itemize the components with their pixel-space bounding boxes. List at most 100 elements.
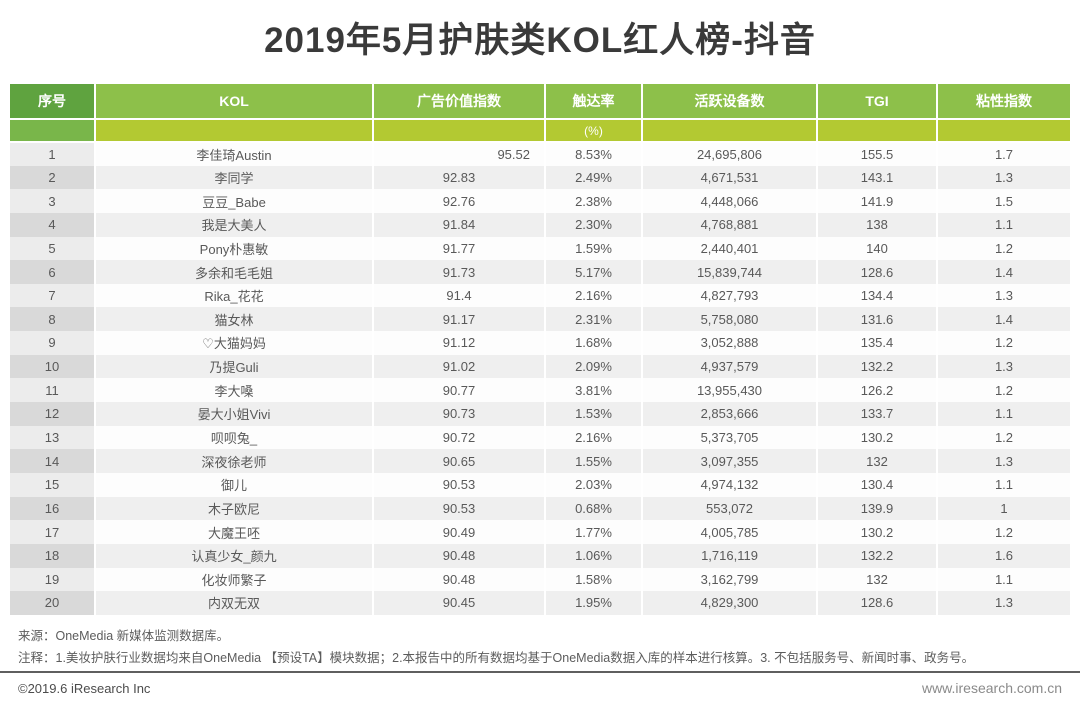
rank-cell: 9 <box>10 331 96 355</box>
table-row: 17 大魔王呸 90.49 1.77% 4,005,785 130.2 1.2 <box>10 520 1070 544</box>
stickiness-cell: 1.4 <box>937 260 1070 284</box>
table-row: 7 Rika_花花 91.4 2.16% 4,827,793 134.4 1.3 <box>10 283 1070 308</box>
ad-value-cell: 90.72 <box>373 425 546 450</box>
rank-cell: 13 <box>10 425 96 450</box>
kol-name-cell: 豆豆_Babe <box>95 189 374 213</box>
stickiness-cell: 1.2 <box>937 520 1070 544</box>
footer-bar: ©2019.6 iResearch Inc www.iresearch.com.… <box>18 680 1062 696</box>
ad-value-cell: 95.52 <box>373 142 546 166</box>
tgi-cell: 139.9 <box>817 496 938 521</box>
kol-name-cell: 呗呗兔_ <box>95 425 374 450</box>
tgi-cell: 128.6 <box>817 260 938 284</box>
tgi-cell: 128.6 <box>817 591 938 615</box>
stickiness-cell: 1.3 <box>937 165 1070 190</box>
tgi-cell: 130.2 <box>817 520 938 544</box>
tgi-cell: 134.4 <box>817 283 938 308</box>
rank-cell: 7 <box>10 283 96 308</box>
kol-name-cell: 木子欧尼 <box>95 496 374 521</box>
rank-cell: 5 <box>10 236 96 261</box>
reach-rate-cell: 2.16% <box>545 425 643 450</box>
active-devices-cell: 5,758,080 <box>642 307 818 332</box>
rank-cell: 8 <box>10 307 96 332</box>
active-devices-cell: 3,162,799 <box>642 567 818 592</box>
table-row: 13 呗呗兔_ 90.72 2.16% 5,373,705 130.2 1.2 <box>10 425 1070 450</box>
column-header-reach: 触达率 <box>545 84 643 120</box>
ad-value-cell: 90.77 <box>373 378 546 403</box>
kol-name-cell: Rika_花花 <box>95 283 374 308</box>
stickiness-cell: 1.5 <box>937 189 1070 213</box>
subheader-kol <box>95 119 374 143</box>
table-row: 2 李同学 92.83 2.49% 4,671,531 143.1 1.3 <box>10 165 1070 190</box>
table-row: 12 晏大小姐Vivi 90.73 1.53% 2,853,666 133.7 … <box>10 402 1070 426</box>
tgi-cell: 135.4 <box>817 331 938 355</box>
table-row: 9 ♡大猫妈妈 91.12 1.68% 3,052,888 135.4 1.2 <box>10 331 1070 355</box>
page-title: 2019年5月护肤类KOL红人榜-抖音 <box>264 21 816 60</box>
kol-name-cell: 李同学 <box>95 165 374 190</box>
tgi-cell: 132.2 <box>817 354 938 379</box>
ad-value-cell: 90.49 <box>373 520 546 544</box>
column-header-devices: 活跃设备数 <box>642 84 818 120</box>
kol-name-cell: 晏大小姐Vivi <box>95 402 374 426</box>
active-devices-cell: 24,695,806 <box>642 142 818 166</box>
rank-cell: 1 <box>10 142 96 166</box>
website-text: www.iresearch.com.cn <box>921 680 1062 696</box>
subheader-tgi <box>817 119 938 143</box>
header-row: 序号 KOL 广告价值指数 触达率 活跃设备数 TGI 粘性指数 <box>10 84 1070 120</box>
kol-name-cell: Pony朴惠敏 <box>95 236 374 261</box>
tgi-cell: 141.9 <box>817 189 938 213</box>
tgi-cell: 133.7 <box>817 402 938 426</box>
subheader-row: (%) <box>10 119 1070 143</box>
active-devices-cell: 553,072 <box>642 496 818 521</box>
stickiness-cell: 1.7 <box>937 142 1070 166</box>
table-row: 18 认真少女_颜九 90.48 1.06% 1,716,119 132.2 1… <box>10 543 1070 568</box>
stickiness-cell: 1.2 <box>937 331 1070 355</box>
stickiness-cell: 1.3 <box>937 354 1070 379</box>
kol-name-cell: 乃提Guli <box>95 354 374 379</box>
tgi-cell: 130.4 <box>817 472 938 497</box>
tgi-cell: 132 <box>817 567 938 592</box>
ad-value-cell: 91.17 <box>373 307 546 332</box>
kol-name-cell: 大魔王呸 <box>95 520 374 544</box>
table-row: 8 猫女林 91.17 2.31% 5,758,080 131.6 1.4 <box>10 307 1070 332</box>
tgi-cell: 143.1 <box>817 165 938 190</box>
rank-cell: 16 <box>10 496 96 521</box>
stickiness-cell: 1.1 <box>937 567 1070 592</box>
table-header: 序号 KOL 广告价值指数 触达率 活跃设备数 TGI 粘性指数 (%) <box>10 84 1070 143</box>
subheader-reach-unit: (%) <box>545 119 643 143</box>
active-devices-cell: 1,716,119 <box>642 543 818 568</box>
table-row: 4 我是大美人 91.84 2.30% 4,768,881 138 1.1 <box>10 212 1070 237</box>
rank-cell: 17 <box>10 520 96 544</box>
stickiness-cell: 1 <box>937 496 1070 521</box>
column-header-ad-value: 广告价值指数 <box>373 84 546 120</box>
tgi-cell: 132.2 <box>817 543 938 568</box>
reach-rate-cell: 2.30% <box>545 212 643 237</box>
reach-rate-cell: 1.53% <box>545 402 643 426</box>
kol-name-cell: 内双无双 <box>95 591 374 615</box>
stickiness-cell: 1.4 <box>937 307 1070 332</box>
active-devices-cell: 13,955,430 <box>642 378 818 403</box>
reach-rate-cell: 1.77% <box>545 520 643 544</box>
table-row: 1 李佳琦Austin 95.52 8.53% 24,695,806 155.5… <box>10 142 1070 166</box>
active-devices-cell: 3,052,888 <box>642 331 818 355</box>
reach-rate-cell: 2.16% <box>545 283 643 308</box>
rank-cell: 18 <box>10 543 96 568</box>
stickiness-cell: 1.3 <box>937 449 1070 473</box>
kol-name-cell: 猫女林 <box>95 307 374 332</box>
active-devices-cell: 4,448,066 <box>642 189 818 213</box>
footer-notes: 来源：OneMedia 新媒体监测数据库。 注释：1.美妆护肤行业数据均来自On… <box>18 625 1062 669</box>
tgi-cell: 132 <box>817 449 938 473</box>
subheader-stickiness <box>937 119 1070 143</box>
reach-rate-cell: 2.38% <box>545 189 643 213</box>
reach-rate-cell: 2.03% <box>545 472 643 497</box>
active-devices-cell: 15,839,744 <box>642 260 818 284</box>
rank-cell: 11 <box>10 378 96 403</box>
stickiness-cell: 1.6 <box>937 543 1070 568</box>
ad-value-cell: 90.73 <box>373 402 546 426</box>
annotation-note: 注释：1.美妆护肤行业数据均来自OneMedia 【预设TA】模块数据；2.本报… <box>18 651 975 665</box>
stickiness-cell: 1.2 <box>937 378 1070 403</box>
tgi-cell: 130.2 <box>817 425 938 450</box>
table-row: 10 乃提Guli 91.02 2.09% 4,937,579 132.2 1.… <box>10 354 1070 379</box>
active-devices-cell: 4,829,300 <box>642 591 818 615</box>
reach-rate-cell: 8.53% <box>545 142 643 166</box>
table-row: 19 化妆师繁子 90.48 1.58% 3,162,799 132 1.1 <box>10 567 1070 592</box>
